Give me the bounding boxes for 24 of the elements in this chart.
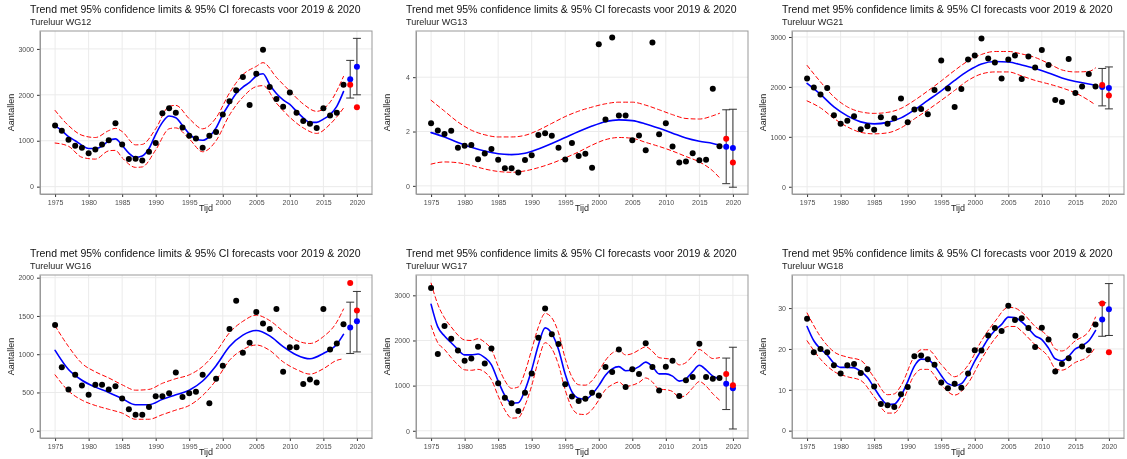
chart-subtitle: Tureluur WG16 xyxy=(30,261,92,271)
y-axis-title: Aantallen xyxy=(6,93,16,132)
x-axis-title: Tijd xyxy=(574,203,590,213)
x-axis-title: Tijd xyxy=(950,203,966,213)
y-axis-title: Aantallen xyxy=(382,337,392,376)
y-axis-title: Aantallen xyxy=(382,93,392,132)
chart-subtitle: Tureluur WG17 xyxy=(406,261,468,271)
y-axis-title: Aantallen xyxy=(6,337,16,376)
chart-subtitle: Tureluur WG18 xyxy=(782,261,844,271)
chart-subtitle: Tureluur WG12 xyxy=(30,17,92,27)
chart-title: Trend met 95% confidence limits & 95% CI forecasts voor 2019 & 2020 xyxy=(782,3,1113,15)
x-axis-title: Tijd xyxy=(198,447,214,457)
chart-subtitle: Tureluur WG21 xyxy=(782,17,844,27)
x-axis-title: Tijd xyxy=(198,203,214,213)
chart-title: Trend met 95% confidence limits & 95% CI forecasts voor 2019 & 2020 xyxy=(30,247,361,259)
chart-title: Trend met 95% confidence limits & 95% CI forecasts voor 2019 & 2020 xyxy=(406,247,737,259)
chart-subtitle: Tureluur WG13 xyxy=(406,17,468,27)
y-axis-title: Aantallen xyxy=(758,93,768,132)
chart-title: Trend met 95% confidence limits & 95% CI forecasts voor 2019 & 2020 xyxy=(782,247,1113,259)
chart-title: Trend met 95% confidence limits & 95% CI forecasts voor 2019 & 2020 xyxy=(30,3,361,15)
chart-title: Trend met 95% confidence limits & 95% CI forecasts voor 2019 & 2020 xyxy=(406,3,737,15)
x-axis-title: Tijd xyxy=(950,447,966,457)
y-axis-title: Aantallen xyxy=(758,337,768,376)
x-axis-title: Tijd xyxy=(574,447,590,457)
